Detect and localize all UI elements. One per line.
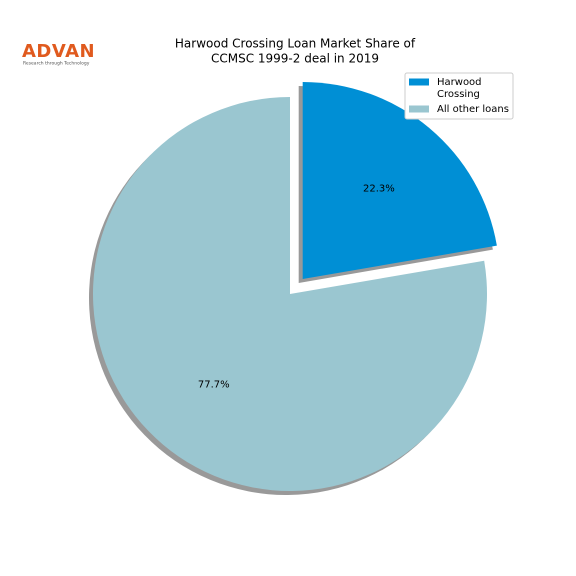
value-label: 77.7% (198, 379, 230, 390)
legend-label: Harwood Crossing (437, 77, 482, 100)
logo-tagline: Research through Technology (23, 61, 90, 67)
pie-slice (302, 81, 497, 279)
legend-label: All other loans (437, 104, 509, 115)
value-label: 22.3% (363, 184, 395, 195)
legend-swatch (409, 78, 429, 86)
chart-subtitle: CCMSC 1999-2 deal in 2019 (211, 52, 379, 66)
chart-title: Harwood Crossing Loan Market Share of (175, 37, 416, 51)
pie-slice (92, 97, 487, 492)
legend-box (404, 72, 514, 120)
logo-name: ADVAN (22, 41, 95, 62)
legend-swatch (409, 105, 429, 113)
